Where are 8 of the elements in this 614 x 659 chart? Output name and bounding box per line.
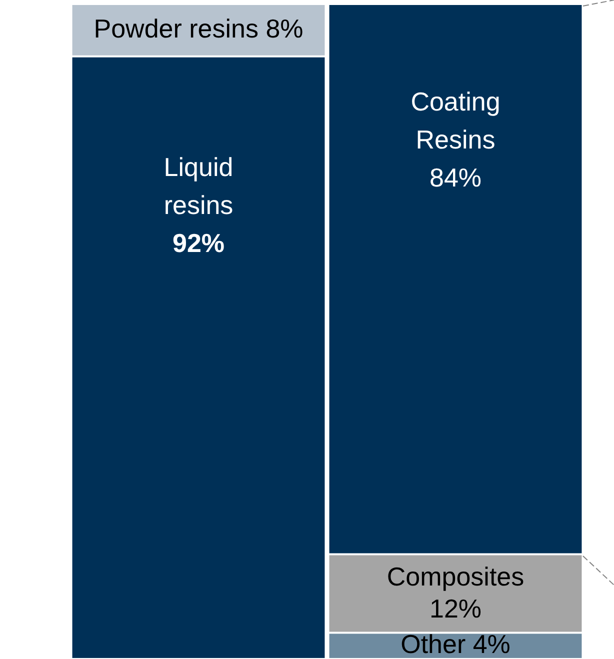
data-label: 12% (429, 594, 482, 624)
text: Other 4% (400, 629, 510, 659)
series-label: Coating Resins (410, 86, 500, 155)
data-label: 92% (172, 228, 225, 258)
data-label: 84% (429, 162, 482, 193)
series-label: Composites (386, 562, 524, 592)
text: Powder resins 8% (94, 13, 304, 44)
series-label: Liquid resins (164, 152, 234, 220)
